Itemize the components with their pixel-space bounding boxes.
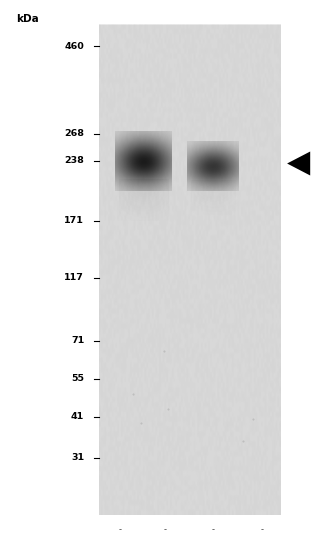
Text: 71: 71 — [71, 336, 84, 345]
Text: 238: 238 — [64, 156, 84, 165]
Text: 460: 460 — [64, 42, 84, 51]
Text: kDa: kDa — [16, 14, 39, 23]
Bar — [99, 25, 280, 515]
Polygon shape — [287, 152, 310, 175]
Text: 41: 41 — [71, 413, 84, 421]
Text: 171: 171 — [64, 216, 84, 225]
Text: -: - — [119, 525, 122, 534]
Text: 55: 55 — [71, 374, 84, 383]
Text: -: - — [163, 525, 167, 534]
Text: -: - — [261, 525, 264, 534]
Text: 31: 31 — [71, 453, 84, 462]
Text: 117: 117 — [64, 274, 84, 282]
Text: -: - — [211, 525, 215, 534]
Text: 268: 268 — [64, 129, 84, 138]
